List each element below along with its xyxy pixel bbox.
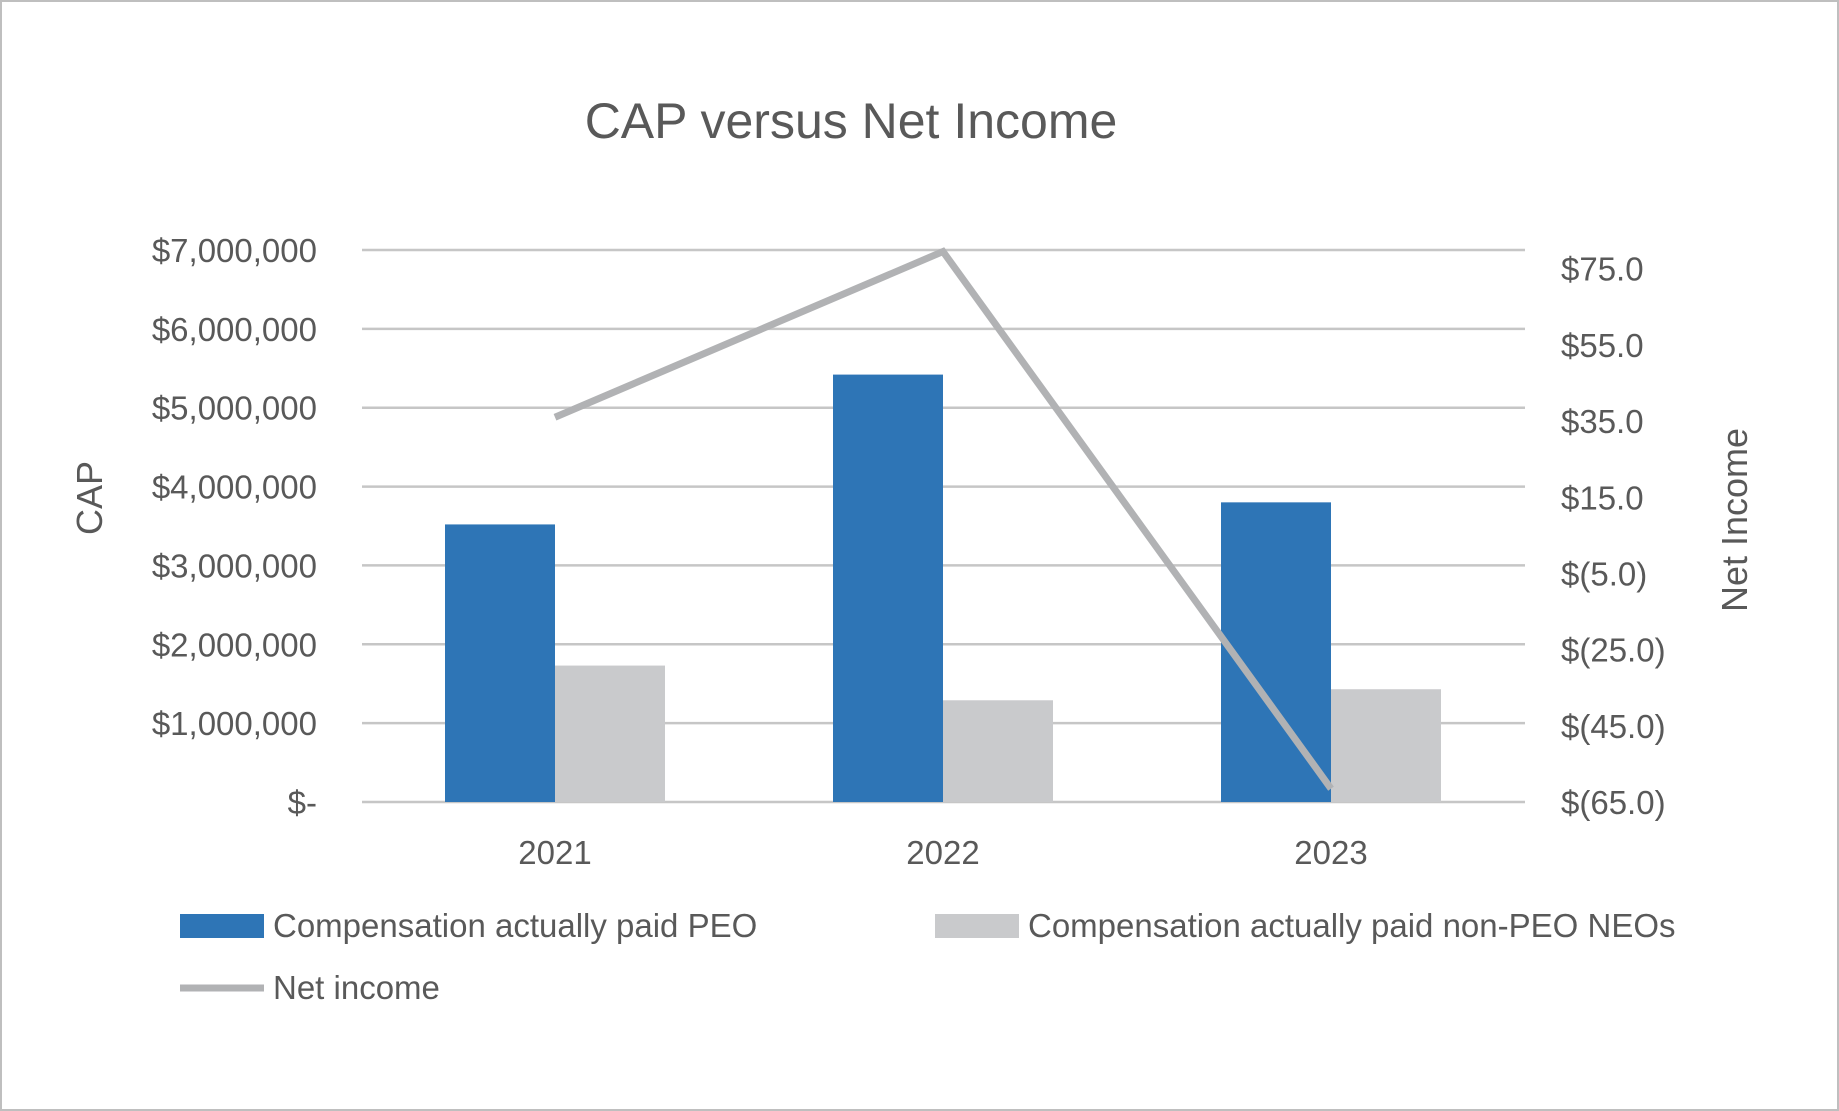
x-tick-label: 2022	[906, 834, 979, 871]
right-tick-label: $55.0	[1561, 327, 1644, 364]
right-tick-label: $(65.0)	[1561, 784, 1666, 821]
bar-non-peo-2023	[1331, 689, 1441, 802]
x-axis-ticks: 2021 2022 2023	[518, 834, 1367, 871]
legend-swatch-peo	[180, 914, 264, 938]
chart-title: CAP versus Net Income	[585, 93, 1118, 149]
right-tick-label: $(5.0)	[1561, 555, 1647, 592]
right-tick-label: $15.0	[1561, 479, 1644, 516]
left-axis-title: CAP	[69, 461, 110, 535]
left-tick-label: $4,000,000	[152, 469, 317, 506]
left-tick-label: $1,000,000	[152, 705, 317, 742]
right-axis-ticks: $(65.0) $(45.0) $(25.0) $(5.0) $15.0 $35.0 $55…	[1561, 251, 1666, 821]
left-tick-label: $6,000,000	[152, 311, 317, 348]
legend: Compensation actually paid PEO Compensati…	[180, 907, 1676, 1006]
left-tick-label: $3,000,000	[152, 547, 317, 584]
right-tick-label: $35.0	[1561, 403, 1644, 440]
right-tick-label: $(45.0)	[1561, 708, 1666, 745]
x-tick-label: 2021	[518, 834, 591, 871]
bar-peo-2021	[445, 524, 555, 802]
bars	[445, 374, 1441, 802]
right-axis-title: Net Income	[1714, 428, 1755, 612]
right-tick-label: $75.0	[1561, 251, 1644, 288]
right-tick-label: $(25.0)	[1561, 632, 1666, 669]
bar-non-peo-2021	[555, 665, 665, 802]
left-tick-label: $5,000,000	[152, 390, 317, 427]
bar-peo-2023	[1221, 502, 1331, 802]
legend-swatch-non-peo	[935, 914, 1019, 938]
left-tick-label: $-	[288, 784, 317, 821]
legend-label-non-peo: Compensation actually paid non-PEO NEOs	[1028, 907, 1676, 944]
left-tick-label: $2,000,000	[152, 626, 317, 663]
left-axis-ticks: $- $1,000,000 $2,000,000 $3,000,000 $4,000,0…	[152, 232, 317, 821]
x-tick-label: 2023	[1294, 834, 1367, 871]
net-income-line-layer	[553, 247, 1334, 791]
left-tick-label: $7,000,000	[152, 232, 317, 269]
bar-non-peo-2022	[943, 700, 1053, 802]
bar-peo-2022	[833, 374, 943, 802]
legend-label-peo: Compensation actually paid PEO	[273, 907, 757, 944]
legend-label-net-income: Net income	[273, 969, 440, 1006]
